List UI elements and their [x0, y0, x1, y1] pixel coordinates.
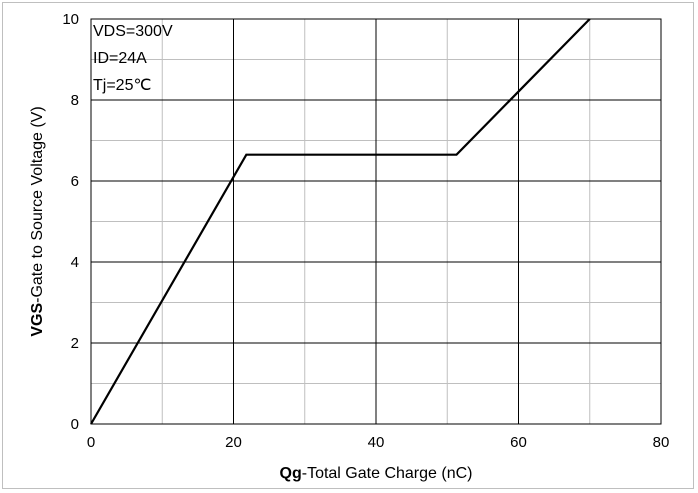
chart-frame	[2, 2, 694, 489]
x-tick-label: 0	[87, 434, 95, 451]
y-tick-labels: 0 2 4 6 8 10	[62, 11, 79, 433]
y-tick-label: 2	[71, 335, 79, 352]
annotation-text: VDS=300V	[93, 23, 173, 40]
y-tick-label: 0	[71, 416, 79, 433]
major-grid	[91, 19, 661, 424]
annotation-text: Tj=25℃	[93, 77, 151, 94]
y-tick-label: 4	[71, 254, 79, 271]
y-tick-label: 10	[62, 11, 79, 28]
annotation-text: ID=24A	[93, 50, 147, 67]
x-tick-label: 20	[225, 434, 242, 451]
y-tick-label: 6	[71, 173, 79, 190]
y-axis-title-rest: -Gate to Source Voltage (V)	[29, 106, 46, 303]
y-tick-label: 8	[71, 92, 79, 109]
x-tick-labels: 0 20 40 60 80	[87, 434, 670, 451]
y-axis-title-bold: VGS	[29, 303, 46, 337]
x-axis-title: Qg-Total Gate Charge (nC)	[280, 465, 473, 482]
x-axis-title-rest: -Total Gate Charge (nC)	[302, 465, 473, 482]
series-layer	[90, 18, 591, 425]
series-line	[90, 18, 591, 425]
x-tick-label: 40	[368, 434, 385, 451]
x-axis-title-bold: Qg	[280, 465, 302, 482]
x-tick-label: 60	[510, 434, 527, 451]
x-tick-label: 80	[653, 434, 670, 451]
plot-border	[90, 18, 662, 425]
annotations: VDS=300V ID=24A Tj=25℃	[93, 23, 173, 94]
y-axis-title: VGS-Gate to Source Voltage (V)	[29, 106, 46, 336]
